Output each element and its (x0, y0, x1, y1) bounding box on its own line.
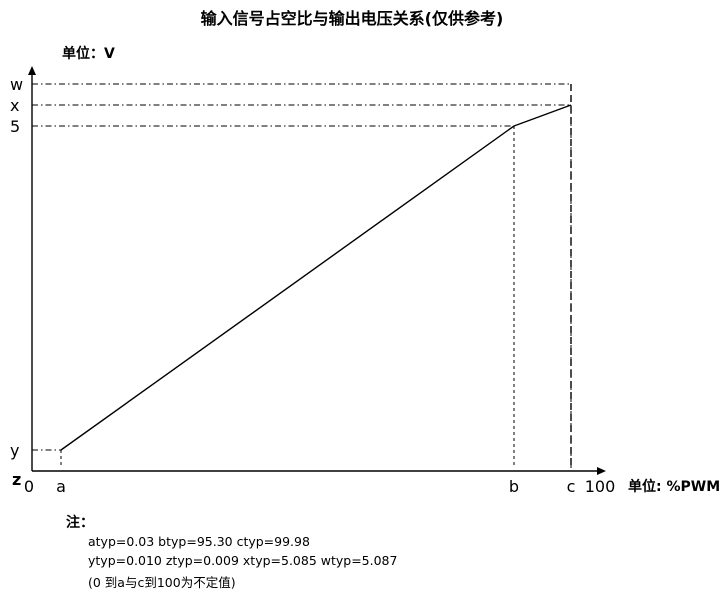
x-tick-label-c: c (567, 477, 576, 496)
guide-lines (32, 83, 572, 468)
x-tick-label-a: a (56, 477, 66, 496)
series-lines (60, 104, 572, 451)
x-tick-label-b: b (509, 477, 519, 496)
y-tick-label-z: z (12, 470, 21, 489)
x-axis-arrow (597, 467, 606, 475)
chart-title: 输入信号占空比与输出电压关系(仅供参考) (201, 9, 504, 28)
tick-labels: 0 a b c 100 zy 5 xw (10, 75, 615, 496)
x-tick-label-100: 100 (585, 477, 616, 496)
y-tick-label-x: x (10, 96, 19, 115)
y-tick-label-w: w (10, 75, 23, 94)
x-tick-label-0: 0 (24, 477, 34, 496)
series-line-2 (513, 104, 572, 127)
y-axis-arrow (28, 66, 36, 75)
axes (28, 66, 606, 475)
x-axis-unit-label: 单位: %PWM (628, 478, 720, 495)
series-line-1 (60, 125, 515, 451)
y-tick-label-5: 5 (10, 117, 20, 136)
y-tick-label-y: y (10, 441, 19, 460)
y-axis-unit-label: 单位：V (62, 45, 115, 62)
